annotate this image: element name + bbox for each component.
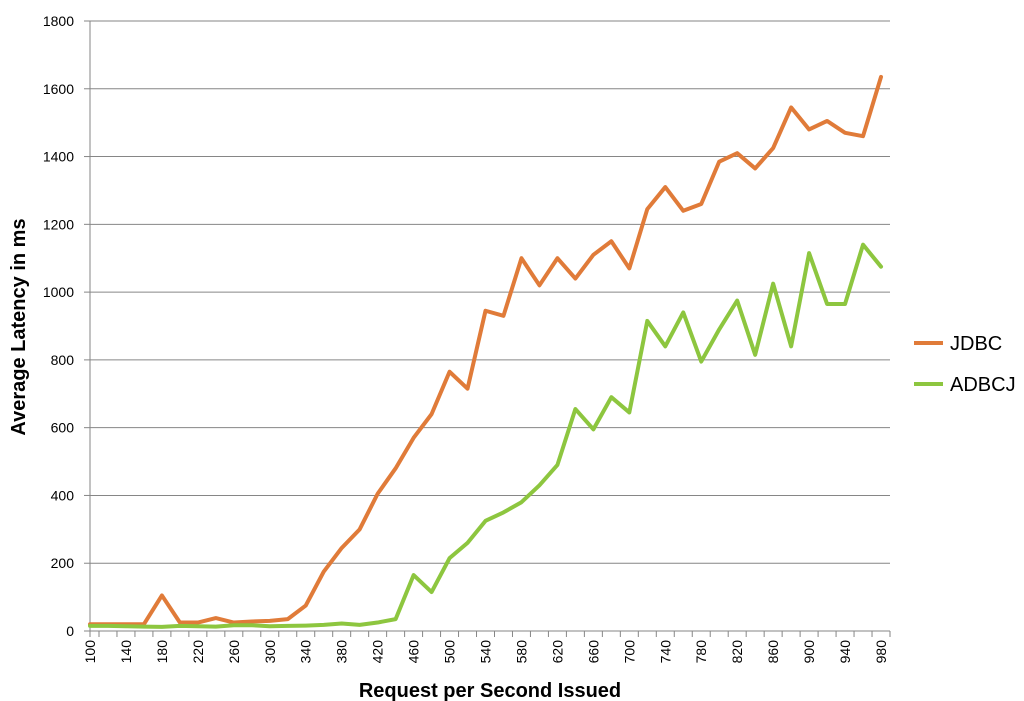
y-tick-label: 1400 xyxy=(43,149,74,165)
x-tick-labels: 100 140 180 220 260 300 340 380 420 460 500 540 580 6… xyxy=(82,640,889,664)
y-tick-label: 200 xyxy=(51,555,75,571)
x-tick-label: 980 xyxy=(873,640,889,664)
x-tick-label: 380 xyxy=(334,640,350,664)
y-tick-label: 600 xyxy=(51,420,75,436)
y-tick-label: 400 xyxy=(51,487,75,503)
x-tick-label: 340 xyxy=(298,640,314,664)
x-tick-label: 660 xyxy=(585,640,601,664)
legend-label-jdbc: JDBC xyxy=(950,333,1002,355)
x-tick-label: 140 xyxy=(118,640,134,664)
x-tick-label: 180 xyxy=(154,640,170,664)
series-line-adbcj xyxy=(88,242,884,629)
gridlines xyxy=(90,20,890,564)
y-tick-labels: 0 200 400 600 800 1000 1200 1400 1600 1800 xyxy=(43,13,74,639)
legend: JDBC ADBCJ xyxy=(914,333,1016,396)
x-axis-title: Request per Second Issued xyxy=(359,680,621,701)
series-lines xyxy=(88,74,884,629)
x-tick-label: 540 xyxy=(478,640,494,664)
x-tick-label: 740 xyxy=(657,640,673,664)
x-tick-label: 940 xyxy=(837,640,853,664)
y-tick-label: 0 xyxy=(66,623,74,639)
y-tick-label: 1000 xyxy=(43,284,74,300)
series-line-jdbc xyxy=(88,74,884,627)
axes xyxy=(84,20,891,637)
x-tick-label: 700 xyxy=(621,640,637,664)
x-tick-label: 780 xyxy=(693,640,709,664)
y-tick-label: 800 xyxy=(51,352,75,368)
y-tick-label: 1600 xyxy=(43,81,74,97)
y-tick-label: 1800 xyxy=(43,13,74,29)
x-tick-label: 900 xyxy=(801,640,817,664)
x-tick-label: 260 xyxy=(226,640,242,664)
x-tick-label: 500 xyxy=(442,640,458,664)
x-tick-label: 580 xyxy=(513,640,529,664)
x-tick-label: 420 xyxy=(370,640,386,664)
x-tick-label: 100 xyxy=(82,640,98,664)
y-axis-title: Average Latency in ms xyxy=(8,218,30,435)
legend-label-adbcj: ADBCJ xyxy=(950,374,1016,396)
x-tick-label: 220 xyxy=(190,640,206,664)
x-tick-label: 460 xyxy=(406,640,422,664)
y-tick-label: 1200 xyxy=(43,216,74,232)
x-tick-label: 860 xyxy=(765,640,781,664)
x-tick-label: 620 xyxy=(549,640,565,664)
x-tick-label: 820 xyxy=(729,640,745,664)
x-tick-label: 300 xyxy=(262,640,278,664)
